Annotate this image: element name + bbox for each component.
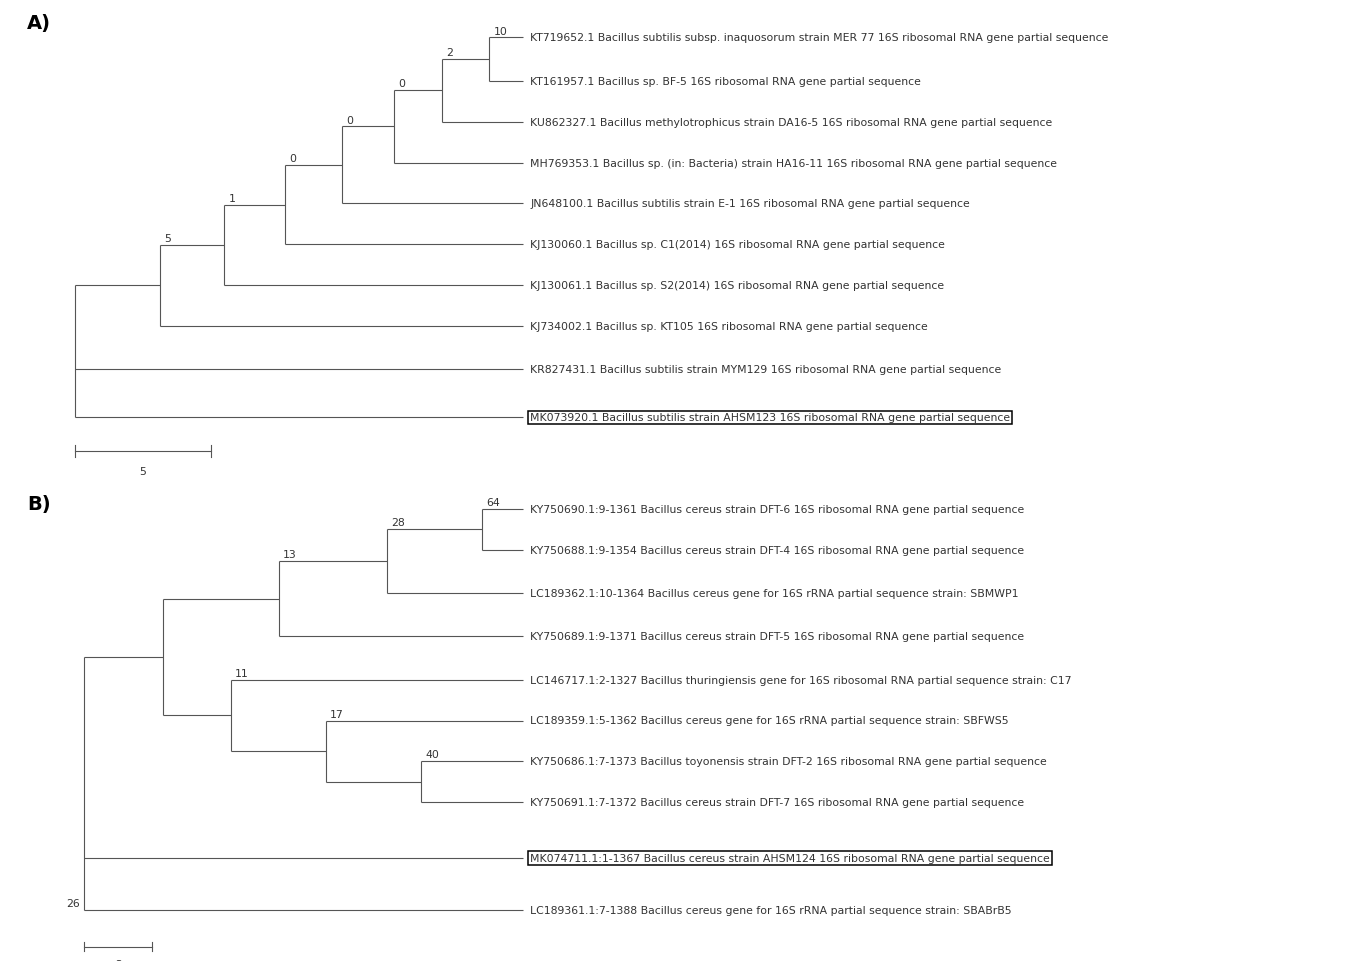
Text: LC146717.1:2-1327 Bacillus thuringiensis gene for 16S ribosomal RNA partial sequ: LC146717.1:2-1327 Bacillus thuringiensis… xyxy=(530,675,1071,685)
Text: 5: 5 xyxy=(164,234,171,244)
Text: MK073920.1 Bacillus subtilis strain AHSM123 16S ribosomal RNA gene partial seque: MK073920.1 Bacillus subtilis strain AHSM… xyxy=(530,413,1010,423)
Text: 5: 5 xyxy=(139,466,147,476)
Text: KY750689.1:9-1371 Bacillus cereus strain DFT-5 16S ribosomal RNA gene partial se: KY750689.1:9-1371 Bacillus cereus strain… xyxy=(530,631,1025,642)
Text: KJ734002.1 Bacillus sp. KT105 16S ribosomal RNA gene partial sequence: KJ734002.1 Bacillus sp. KT105 16S riboso… xyxy=(530,322,928,332)
Text: LC189359.1:5-1362 Bacillus cereus gene for 16S rRNA partial sequence strain: SBF: LC189359.1:5-1362 Bacillus cereus gene f… xyxy=(530,716,1008,726)
Text: KJ130060.1 Bacillus sp. C1(2014) 16S ribosomal RNA gene partial sequence: KJ130060.1 Bacillus sp. C1(2014) 16S rib… xyxy=(530,240,945,250)
Text: LC189362.1:10-1364 Bacillus cereus gene for 16S rRNA partial sequence strain: SB: LC189362.1:10-1364 Bacillus cereus gene … xyxy=(530,588,1018,599)
Text: KU862327.1 Bacillus methylotrophicus strain DA16-5 16S ribosomal RNA gene partia: KU862327.1 Bacillus methylotrophicus str… xyxy=(530,117,1052,128)
Text: 10: 10 xyxy=(493,27,507,37)
Text: 40: 40 xyxy=(425,750,439,759)
Text: KY750691.1:7-1372 Bacillus cereus strain DFT-7 16S ribosomal RNA gene partial se: KY750691.1:7-1372 Bacillus cereus strain… xyxy=(530,798,1025,807)
Text: 1: 1 xyxy=(228,193,235,204)
Text: 0: 0 xyxy=(347,115,353,126)
Text: MK074711.1:1-1367 Bacillus cereus strain AHSM124 16S ribosomal RNA gene partial : MK074711.1:1-1367 Bacillus cereus strain… xyxy=(530,852,1049,863)
Text: LC189361.1:7-1388 Bacillus cereus gene for 16S rRNA partial sequence strain: SBA: LC189361.1:7-1388 Bacillus cereus gene f… xyxy=(530,905,1011,916)
Text: 0: 0 xyxy=(289,154,296,163)
Text: 28: 28 xyxy=(391,518,405,528)
Text: KY750690.1:9-1361 Bacillus cereus strain DFT-6 16S ribosomal RNA gene partial se: KY750690.1:9-1361 Bacillus cereus strain… xyxy=(530,505,1025,514)
Text: 0: 0 xyxy=(398,80,405,89)
Text: MH769353.1 Bacillus sp. (in: Bacteria) strain HA16-11 16S ribosomal RNA gene par: MH769353.1 Bacillus sp. (in: Bacteria) s… xyxy=(530,159,1057,168)
Text: JN648100.1 Bacillus subtilis strain E-1 16S ribosomal RNA gene partial sequence: JN648100.1 Bacillus subtilis strain E-1 … xyxy=(530,199,970,209)
Text: KR827431.1 Bacillus subtilis strain MYM129 16S ribosomal RNA gene partial sequen: KR827431.1 Bacillus subtilis strain MYM1… xyxy=(530,365,1002,375)
Text: KT161957.1 Bacillus sp. BF-5 16S ribosomal RNA gene partial sequence: KT161957.1 Bacillus sp. BF-5 16S ribosom… xyxy=(530,77,921,86)
Text: 11: 11 xyxy=(235,668,249,678)
Text: 2: 2 xyxy=(446,48,453,58)
Text: KY750688.1:9-1354 Bacillus cereus strain DFT-4 16S ribosomal RNA gene partial se: KY750688.1:9-1354 Bacillus cereus strain… xyxy=(530,545,1025,555)
Text: A): A) xyxy=(27,14,52,34)
Text: KJ130061.1 Bacillus sp. S2(2014) 16S ribosomal RNA gene partial sequence: KJ130061.1 Bacillus sp. S2(2014) 16S rib… xyxy=(530,281,945,291)
Text: 26: 26 xyxy=(67,898,80,907)
Text: 2: 2 xyxy=(114,959,122,961)
Text: KY750686.1:7-1373 Bacillus toyonensis strain DFT-2 16S ribosomal RNA gene partia: KY750686.1:7-1373 Bacillus toyonensis st… xyxy=(530,756,1046,767)
Text: B): B) xyxy=(27,495,50,514)
Text: 13: 13 xyxy=(283,550,296,559)
Text: 64: 64 xyxy=(487,498,500,507)
Text: KT719652.1 Bacillus subtilis subsp. inaquosorum strain MER 77 16S ribosomal RNA : KT719652.1 Bacillus subtilis subsp. inaq… xyxy=(530,34,1109,43)
Text: 17: 17 xyxy=(330,709,344,719)
